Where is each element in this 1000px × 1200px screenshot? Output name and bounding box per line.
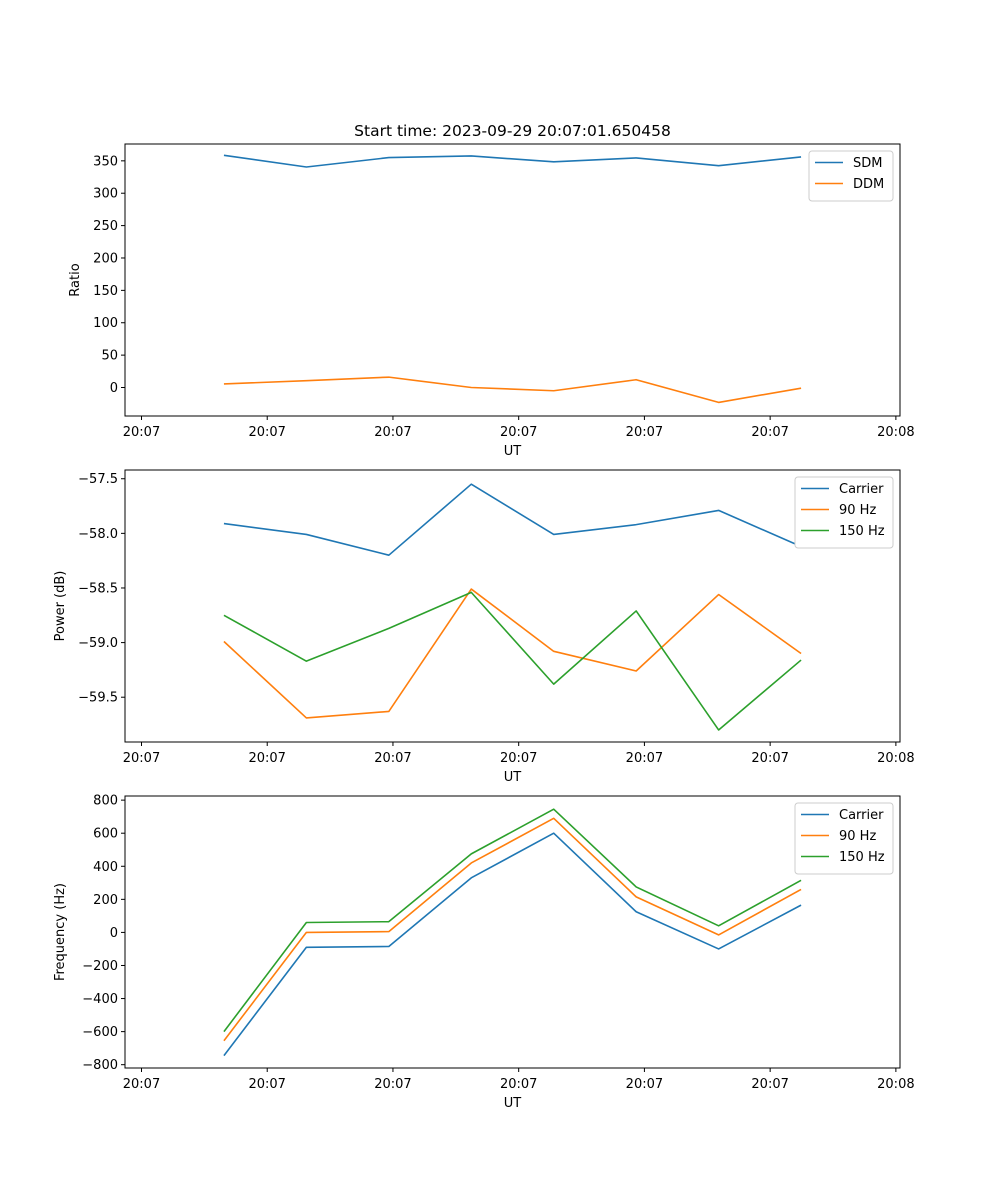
power-x-axis-label: UT — [504, 770, 522, 785]
frequency-y-tick-label: −800 — [82, 1058, 118, 1073]
ratio-y-tick-label: 100 — [93, 316, 118, 331]
power-y-tick-label: −57.5 — [78, 472, 118, 487]
frequency-y-tick-label: 600 — [93, 827, 118, 842]
power-x-tick-label: 20:07 — [751, 751, 788, 766]
ratio-y-tick-label: 200 — [93, 251, 118, 266]
frequency-x-axis-label: UT — [504, 1096, 522, 1111]
frequency-y-tick-label: −200 — [82, 959, 118, 974]
frequency-axes-frame — [124, 795, 901, 1069]
frequency-y-tick-label: 800 — [93, 794, 118, 809]
power-subplot: 20:07 20:07 20:07 20:07 20:07 20:07 20:08 −59.5… — [53, 469, 915, 785]
power-axes-frame — [124, 469, 901, 743]
frequency-y-tick-label: 200 — [93, 893, 118, 908]
frequency-x-tick-label: 20:07 — [248, 1077, 285, 1092]
power-legend-label-carrier: Carrier — [839, 482, 884, 497]
frequency-y-tick-label: −400 — [82, 992, 118, 1007]
ratio-x-tick-label: 20:07 — [751, 425, 788, 440]
ratio-legend-label-ddm: DDM — [853, 177, 884, 192]
ratio-legend: SDM DDM — [808, 150, 894, 202]
ratio-series-ddm-line — [223, 376, 802, 404]
ratio-y-axis-label: Ratio — [68, 263, 83, 296]
ratio-x-tick-label: 20:07 — [123, 425, 160, 440]
ratio-x-tick-label: 20:07 — [248, 425, 285, 440]
ratio-x-tick-label: 20:07 — [374, 425, 411, 440]
power-y-tick-label: −59.0 — [78, 636, 118, 651]
power-x-tick-label: 20:07 — [248, 751, 285, 766]
power-series-90-hz-line — [223, 588, 802, 719]
power-x-tick-label: 20:07 — [626, 751, 663, 766]
power-x-tick-label: 20:08 — [877, 751, 914, 766]
frequency-legend-label-150-hz: 150 Hz — [839, 850, 885, 865]
power-legend: Carrier 90 Hz 150 Hz — [794, 476, 894, 549]
frequency-subplot: 20:07 20:07 20:07 20:07 20:07 20:07 20:08 −800 −… — [53, 794, 915, 1111]
ratio-axes-frame — [124, 143, 901, 417]
frequency-x-tick-label: 20:07 — [500, 1077, 537, 1092]
ratio-x-axis-label: UT — [504, 444, 522, 459]
power-y-tick-label: −58.5 — [78, 581, 118, 596]
frequency-legend: Carrier 90 Hz 150 Hz — [794, 802, 894, 875]
power-series-carrier-line — [223, 483, 802, 556]
ratio-y-tick-label: 250 — [93, 219, 118, 234]
frequency-series-carrier-line — [223, 832, 802, 1057]
frequency-series-150-hz-line — [223, 808, 802, 1033]
ratio-legend-label-sdm: SDM — [853, 156, 882, 171]
frequency-y-tick-label: −600 — [82, 1025, 118, 1040]
power-legend-label-150-hz: 150 Hz — [839, 524, 885, 539]
power-x-tick-label: 20:07 — [500, 751, 537, 766]
power-x-tick-label: 20:07 — [123, 751, 160, 766]
frequency-x-tick-label: 20:08 — [877, 1077, 914, 1092]
ratio-subplot: 20:07 20:07 20:07 20:07 20:07 20:07 20:08 0 50 10… — [68, 143, 915, 459]
power-y-tick-label: −59.5 — [78, 691, 118, 706]
frequency-legend-label-carrier: Carrier — [839, 808, 884, 823]
ratio-y-tick-label: 0 — [110, 381, 118, 396]
power-y-axis-label: Power (dB) — [53, 571, 68, 642]
frequency-legend-label-90-hz: 90 Hz — [839, 829, 876, 844]
ratio-x-tick-label: 20:07 — [500, 425, 537, 440]
frequency-x-tick-label: 20:07 — [123, 1077, 160, 1092]
figure-title: Start time: 2023-09-29 20:07:01.650458 — [354, 122, 671, 140]
frequency-y-axis-label: Frequency (Hz) — [53, 883, 68, 981]
frequency-series-90-hz-line — [223, 817, 802, 1042]
frequency-x-tick-label: 20:07 — [374, 1077, 411, 1092]
ratio-x-tick-label: 20:08 — [877, 425, 914, 440]
power-y-tick-label: −58.0 — [78, 527, 118, 542]
power-x-tick-label: 20:07 — [374, 751, 411, 766]
ratio-y-tick-label: 350 — [93, 154, 118, 169]
power-legend-label-90-hz: 90 Hz — [839, 503, 876, 518]
ratio-x-tick-label: 20:07 — [626, 425, 663, 440]
ratio-y-tick-label: 300 — [93, 187, 118, 202]
ratio-legend-box — [808, 150, 894, 202]
frequency-x-tick-label: 20:07 — [751, 1077, 788, 1092]
power-series-150-hz-line — [223, 591, 802, 731]
frequency-y-tick-label: 400 — [93, 860, 118, 875]
ratio-series-sdm-line — [223, 154, 802, 168]
ratio-y-tick-label: 50 — [101, 349, 118, 364]
frequency-x-tick-label: 20:07 — [626, 1077, 663, 1092]
frequency-y-tick-label: 0 — [110, 926, 118, 941]
ratio-y-tick-label: 150 — [93, 284, 118, 299]
